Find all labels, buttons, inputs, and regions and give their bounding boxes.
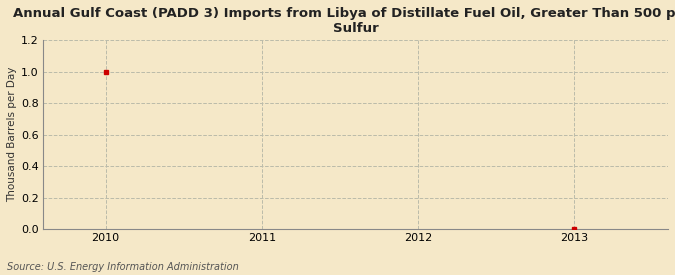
Y-axis label: Thousand Barrels per Day: Thousand Barrels per Day xyxy=(7,67,17,202)
Title: Annual Gulf Coast (PADD 3) Imports from Libya of Distillate Fuel Oil, Greater Th: Annual Gulf Coast (PADD 3) Imports from … xyxy=(13,7,675,35)
Text: Source: U.S. Energy Information Administration: Source: U.S. Energy Information Administ… xyxy=(7,262,238,272)
